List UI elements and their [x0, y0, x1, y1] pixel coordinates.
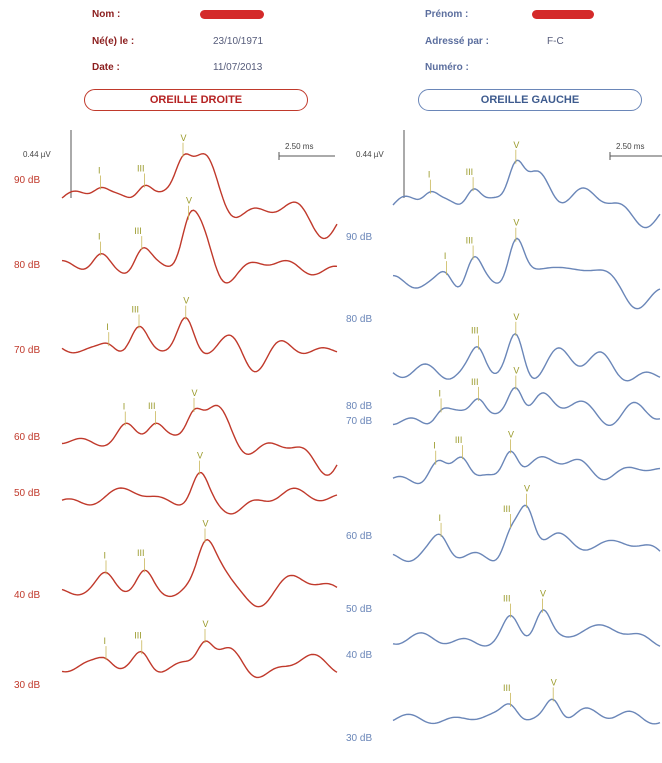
peak-label: III	[137, 548, 145, 558]
peak-label: V	[513, 366, 519, 376]
time-scale-label: 2.50 ms	[285, 142, 313, 151]
waveform-trace	[61, 640, 338, 679]
peak-label: I	[439, 513, 442, 523]
intensity-label: 40 dB	[14, 590, 40, 601]
peak-label: I	[104, 636, 107, 646]
intensity-label: 90 dB	[14, 175, 40, 186]
peak-label: V	[197, 451, 203, 461]
waveform-trace	[392, 386, 661, 426]
peak-label: III	[466, 167, 474, 177]
waveform-trace	[392, 609, 661, 647]
peak-label: III	[148, 401, 156, 411]
adresse-label: Adressé par :	[425, 36, 489, 47]
intensity-label: 50 dB	[346, 604, 372, 615]
waveform-trace	[61, 209, 338, 284]
time-scale-label: 2.50 ms	[616, 142, 644, 151]
peak-label: V	[551, 677, 557, 687]
peak-label: I	[433, 441, 436, 451]
redaction-bar	[200, 10, 264, 19]
waveform-trace	[61, 316, 338, 373]
peak-label: V	[513, 312, 519, 322]
intensity-label: 90 dB	[346, 232, 372, 243]
peak-label: III	[137, 163, 145, 173]
waveform-trace	[61, 404, 338, 476]
adresse-value: F-C	[547, 36, 564, 47]
numero-label: Numéro :	[425, 62, 469, 73]
peak-label: I	[444, 251, 447, 261]
waveform-trace	[392, 698, 661, 725]
peak-label: V	[192, 388, 198, 398]
peak-label: I	[98, 232, 101, 242]
ne-le-value: 23/10/1971	[213, 36, 264, 47]
waveform-trace	[392, 332, 661, 382]
intensity-label: 30 dB	[14, 680, 40, 691]
peak-label: III	[471, 377, 479, 387]
waveform-trace	[61, 471, 338, 515]
peak-label: V	[524, 484, 530, 494]
intensity-label: 60 dB	[14, 432, 40, 443]
peak-label: I	[123, 402, 126, 412]
peak-label: III	[471, 325, 479, 335]
peak-label: V	[203, 518, 209, 528]
waveform-trace	[392, 159, 661, 229]
prenom-label: Prénom :	[425, 9, 469, 20]
waveform-trace	[392, 450, 661, 485]
peak-label: III	[503, 594, 511, 604]
intensity-label: 70 dB	[14, 345, 40, 356]
peak-label: III	[466, 236, 474, 246]
amplitude-scale-label: 0.44 µV	[356, 150, 384, 159]
intensity-label: 80 dB	[346, 314, 372, 325]
peak-label: III	[132, 305, 140, 315]
peak-label: III	[134, 226, 142, 236]
peak-label: V	[513, 140, 519, 150]
peak-label: I	[104, 550, 107, 560]
right-ear-title: OREILLE DROITE	[84, 89, 308, 111]
peak-label: V	[203, 619, 209, 629]
peak-label: III	[455, 435, 463, 445]
intensity-label: 50 dB	[14, 488, 40, 499]
date-value: 11/07/2013	[213, 62, 263, 73]
waveform-trace	[392, 504, 661, 563]
waveform-trace	[392, 237, 661, 310]
peak-label: V	[513, 218, 519, 228]
intensity-label: 60 dB	[346, 531, 372, 542]
waveform-trace	[61, 152, 338, 240]
peak-label: V	[540, 589, 546, 599]
peak-label: III	[503, 683, 511, 693]
peak-label: V	[508, 429, 514, 439]
peak-label: V	[186, 196, 192, 206]
intensity-label: 70 dB	[346, 416, 372, 427]
peak-label: III	[503, 504, 511, 514]
ne-le-label: Né(e) le :	[92, 36, 135, 47]
waveform-trace	[61, 538, 338, 608]
amplitude-scale-label: 0.44 µV	[23, 150, 51, 159]
peak-label: I	[98, 166, 101, 176]
intensity-label: 80 dB	[346, 401, 372, 412]
peak-label: III	[134, 630, 142, 640]
peak-label: I	[439, 388, 442, 398]
nom-label: Nom :	[92, 9, 121, 20]
intensity-label: 30 dB	[346, 733, 372, 744]
date-label: Date :	[92, 62, 120, 73]
peak-label: V	[183, 296, 189, 306]
peak-label: I	[428, 170, 431, 180]
intensity-label: 80 dB	[14, 260, 40, 271]
peak-label: I	[106, 322, 109, 332]
redaction-bar	[532, 10, 594, 19]
left-ear-title: OREILLE GAUCHE	[418, 89, 642, 111]
intensity-label: 40 dB	[346, 650, 372, 661]
peak-label: V	[181, 133, 187, 143]
